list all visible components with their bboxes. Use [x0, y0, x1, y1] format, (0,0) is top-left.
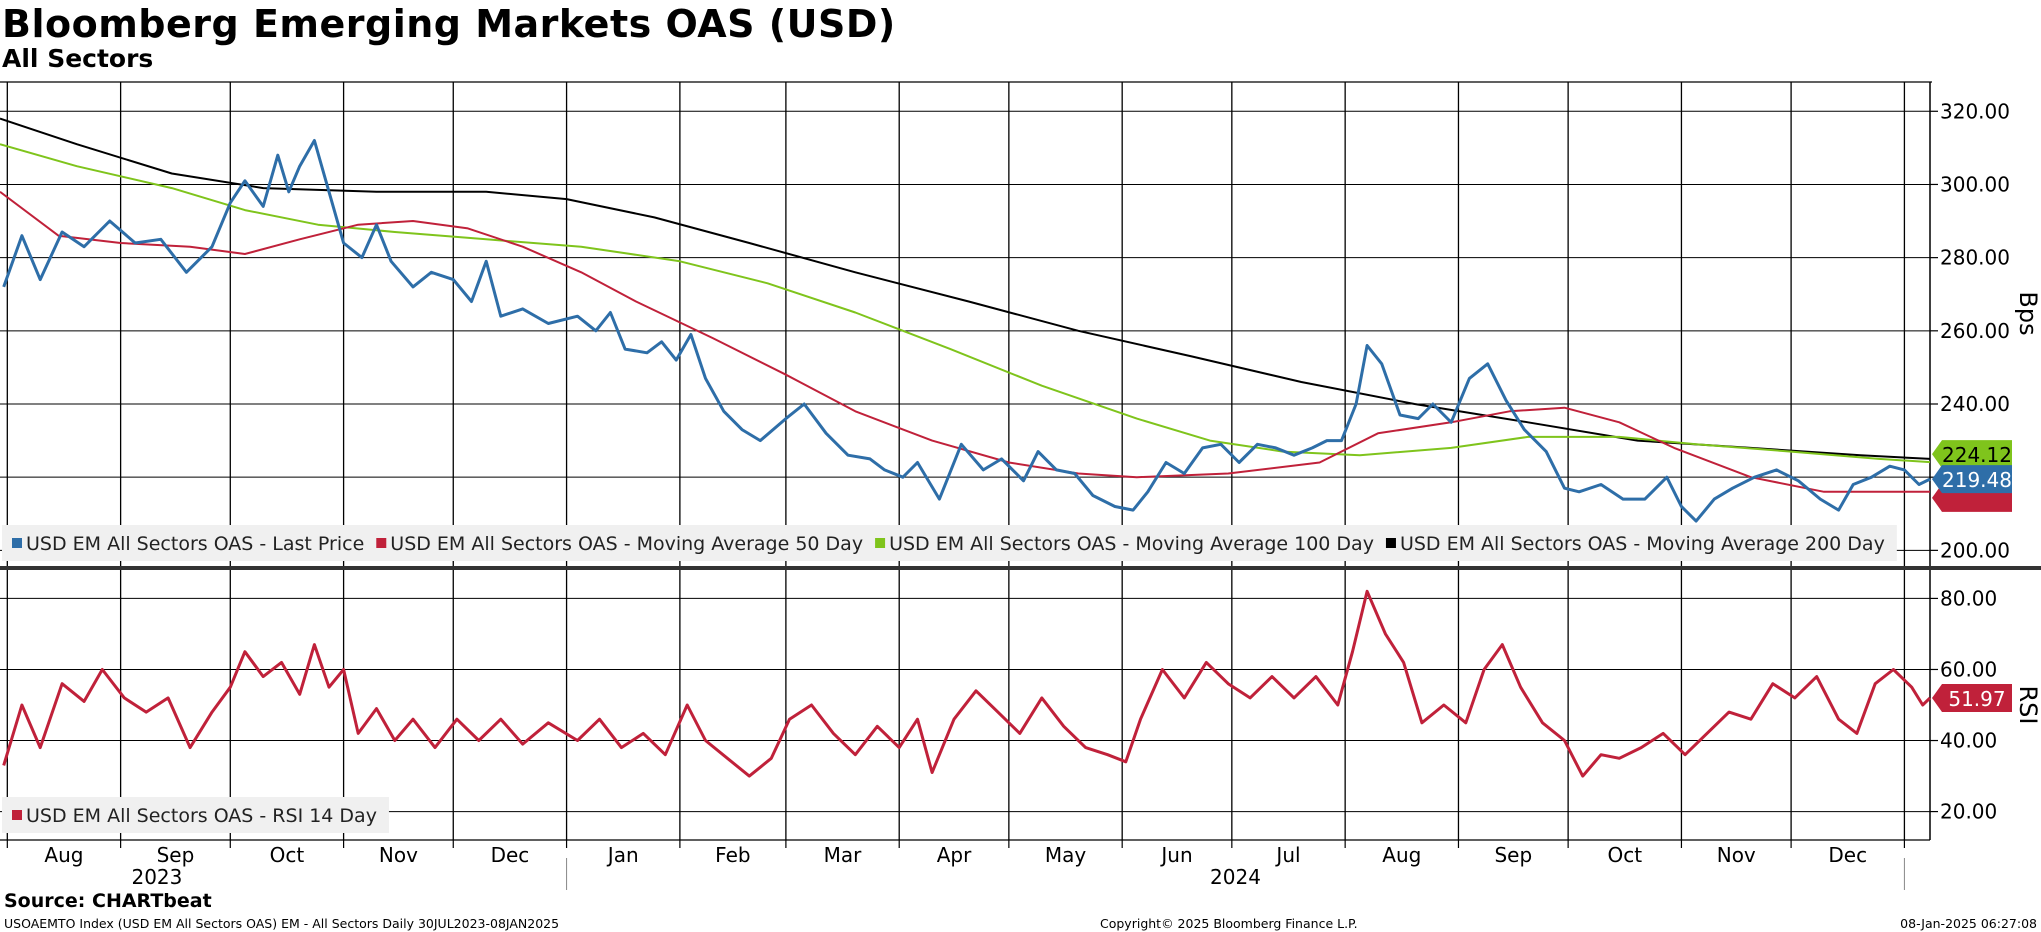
legend-entry: USD EM All Sectors OAS - Moving Average … [1400, 533, 1885, 555]
rsi-legend: USD EM All Sectors OAS - RSI 14 Day [2, 797, 389, 833]
last-value-box [1932, 465, 2012, 494]
legend-swatch [1385, 538, 1396, 548]
x-month-label: Dec [1828, 843, 1867, 867]
main-y-axis-title: Bps [2014, 291, 2041, 335]
x-month-label: Mar [824, 843, 863, 867]
series-ma100-line [0, 143, 1931, 464]
index-info: USOAEMTO Index (USD EM All Sectors OAS) … [4, 916, 560, 931]
legend-background [2, 797, 389, 833]
panel-separator [0, 566, 2041, 570]
last-value-label: 219.48 [1942, 468, 2012, 492]
legend-swatch [376, 538, 387, 548]
last-value-box [1932, 440, 2012, 469]
series-ma200-line [0, 117, 1931, 460]
x-month-label: Oct [1607, 843, 1642, 867]
copyright: Copyright© 2025 Bloomberg Finance L.P. [1100, 916, 1358, 931]
legend-entry: USD EM All Sectors OAS - Moving Average … [889, 533, 1374, 555]
x-month-label: Feb [715, 843, 750, 867]
legend-entry: USD EM All Sectors OAS - Last Price [26, 533, 364, 555]
x-axis: Aug Sep Oct Nov Dec Jan Feb Mar Apr May Jun Jul Aug S… [6, 840, 1906, 890]
rsi-last-tag: 51.97 [1932, 684, 2012, 713]
y-tick-label: 280.00 [1940, 246, 2010, 270]
ma100-last-tag: 224.12 [1932, 440, 2012, 469]
series-last-price-line [2, 139, 1931, 523]
grid [0, 82, 1930, 840]
legend-swatch [875, 538, 886, 548]
main-legend: USD EM All Sectors OAS - Last Price USD E… [2, 525, 1897, 561]
legend-swatch [12, 538, 22, 548]
x-year-label: 2024 [1210, 865, 1261, 889]
y-tick-label: 80.00 [1940, 586, 1997, 610]
x-month-label: Jan [606, 843, 639, 867]
y-tick-label: 40.00 [1940, 729, 1997, 753]
x-month-label: Sep [1494, 843, 1532, 867]
timestamp: 08-Jan-2025 06:27:08 [1900, 916, 2037, 931]
y-tick-label: 200.00 [1940, 538, 2010, 562]
source-label: Source: CHARTbeat [4, 890, 212, 912]
y-tick-label: 60.00 [1940, 657, 1997, 681]
last-value-label: 51.97 [1948, 687, 2005, 711]
y-tick-label: 320.00 [1940, 99, 2010, 123]
last-value-box [1932, 684, 2012, 713]
x-month-label: May [1045, 843, 1087, 867]
y-tick-label: 20.00 [1940, 800, 1997, 824]
y-tick-label: 260.00 [1940, 319, 2010, 343]
x-month-label: Nov [379, 843, 418, 867]
last-price-tag: 219.48 [1932, 465, 2012, 494]
legend-swatch [12, 810, 22, 820]
y-tick-label: 300.00 [1940, 172, 2010, 196]
y-tick-label: 240.00 [1940, 392, 2010, 416]
chart-subtitle: All Sectors [2, 44, 154, 73]
chart-title: Bloomberg Emerging Markets OAS (USD) [2, 2, 896, 46]
legend-entry: USD EM All Sectors OAS - Moving Average … [390, 533, 863, 555]
x-month-label: Aug [1382, 843, 1421, 867]
rsi-y-axis-title: RSI [2014, 686, 2041, 725]
x-month-label: Jun [1159, 843, 1192, 867]
x-month-label: Aug [44, 843, 83, 867]
rsi-y-ticks: 20.00 40.00 60.00 80.00 [1930, 586, 1997, 824]
x-month-label: Sep [157, 843, 195, 867]
x-year-label: 2023 [131, 865, 182, 889]
legend-entry: USD EM All Sectors OAS - RSI 14 Day [26, 805, 377, 827]
last-value-label: 224.12 [1942, 443, 2012, 467]
series-ma50-line [0, 191, 1930, 493]
x-month-label: Dec [491, 843, 530, 867]
x-month-label: Apr [937, 843, 972, 867]
series-rsi-line [2, 589, 1932, 778]
x-month-label: Jul [1274, 843, 1300, 867]
x-month-label: Nov [1717, 843, 1756, 867]
legend-background [2, 525, 1897, 561]
x-month-label: Oct [270, 843, 305, 867]
